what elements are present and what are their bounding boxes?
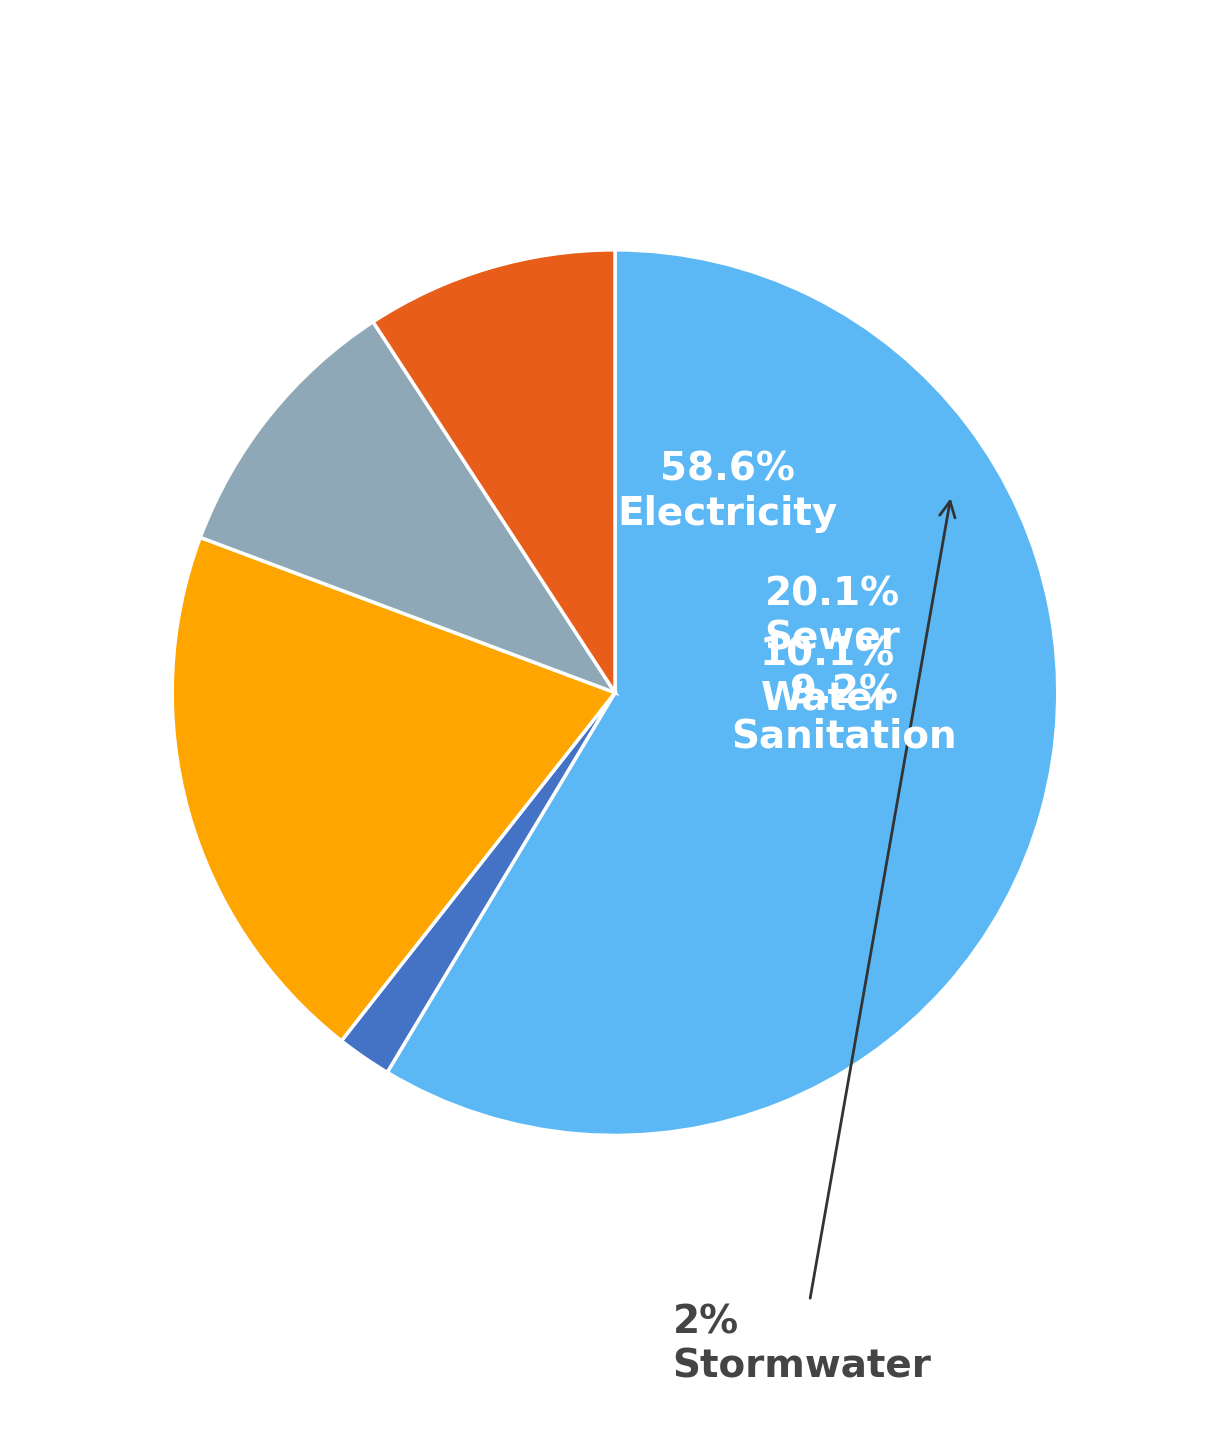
Text: 20.1%
Sewer: 20.1% Sewer — [764, 576, 900, 658]
Wedge shape — [342, 693, 615, 1072]
Text: 9.2%
Sanitation: 9.2% Sanitation — [732, 674, 957, 755]
Text: 2%
Stormwater: 2% Stormwater — [673, 501, 954, 1385]
Wedge shape — [172, 537, 615, 1040]
Wedge shape — [387, 250, 1058, 1136]
Wedge shape — [373, 250, 615, 693]
Text: 10.1%
Water: 10.1% Water — [759, 636, 894, 717]
Text: 58.6%
Electricity: 58.6% Electricity — [617, 450, 838, 532]
Wedge shape — [200, 322, 615, 693]
